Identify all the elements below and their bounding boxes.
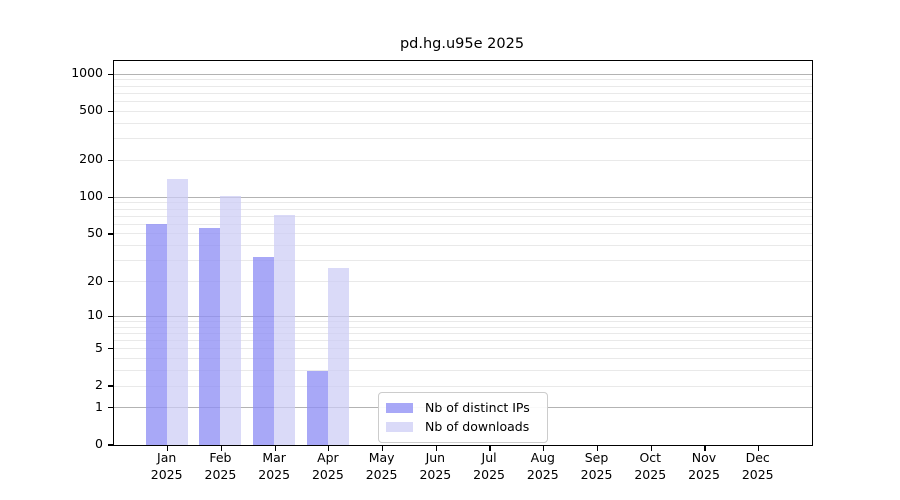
gridline-minor — [114, 260, 812, 262]
x-tick-label: Feb 2025 — [204, 450, 237, 482]
y-tick-mark — [107, 196, 113, 198]
gridline-minor — [114, 245, 812, 247]
x-tick-label: Sep 2025 — [580, 450, 613, 482]
gridline-minor — [114, 215, 812, 217]
gridline-minor — [114, 223, 812, 225]
x-tick-label: Aug 2025 — [526, 450, 559, 482]
y-tick-mark — [107, 159, 113, 161]
y-tick-mark — [107, 385, 113, 387]
x-tick-mark — [274, 446, 276, 451]
bar-nb-of-downloads-apr — [327, 268, 349, 445]
y-tick-label: 50 — [87, 224, 103, 240]
x-tick-mark — [596, 446, 599, 451]
y-tick-label: 10 — [87, 307, 103, 323]
gridline-minor — [114, 370, 812, 372]
gridline-major — [114, 73, 812, 75]
gridline-minor — [114, 92, 812, 94]
gridline-minor — [114, 358, 812, 360]
y-tick-mark — [107, 407, 113, 409]
gridline-minor — [114, 122, 812, 124]
gridline-minor — [114, 138, 812, 140]
x-tick-mark — [328, 446, 330, 451]
x-tick-label: Jun 2025 — [419, 450, 452, 482]
gridline-minor — [114, 385, 812, 387]
bar-nb-of-distinct-ips-jan — [145, 224, 167, 445]
x-tick-mark — [382, 446, 384, 451]
y-tick-mark — [107, 233, 113, 235]
gridline-minor — [114, 159, 812, 161]
legend: Nb of distinct IPs Nb of downloads — [378, 392, 548, 443]
bar-nb-of-distinct-ips-apr — [306, 370, 328, 445]
x-tick-mark — [220, 446, 223, 451]
y-tick-mark — [107, 73, 113, 75]
x-tick-label: Jul 2025 — [473, 450, 505, 482]
y-tick-label: 100 — [79, 188, 103, 204]
y-tick-label: 1000 — [71, 65, 103, 81]
x-tick-label: Apr 2025 — [311, 450, 344, 482]
gridline-minor — [114, 332, 812, 334]
legend-swatch-distinct-ips-icon — [386, 402, 413, 413]
y-tick-label: 0 — [95, 436, 103, 451]
gridline-major — [114, 196, 812, 198]
gridline-minor — [114, 101, 812, 103]
gridline-minor — [114, 320, 812, 322]
x-tick-label: May 2025 — [365, 450, 398, 482]
y-tick-mark — [107, 348, 113, 350]
legend-item-downloads: Nb of downloads — [386, 417, 538, 436]
gridline-minor — [114, 340, 812, 342]
x-tick-label: Oct 2025 — [634, 450, 667, 482]
gridline-layer — [114, 61, 812, 445]
y-tick-label: 20 — [87, 272, 103, 288]
x-tick-mark — [167, 446, 169, 451]
gridline-major — [114, 315, 812, 317]
bar-nb-of-downloads-feb — [220, 195, 242, 445]
bar-nb-of-downloads-jan — [166, 179, 188, 445]
x-tick-mark — [650, 446, 652, 451]
legend-label-downloads: Nb of downloads — [425, 419, 530, 434]
bar-nb-of-distinct-ips-feb — [199, 227, 221, 445]
x-tick-label: Nov 2025 — [688, 450, 720, 482]
y-tick-label: 2 — [95, 377, 103, 393]
gridline-minor — [114, 202, 812, 204]
gridline-minor — [114, 208, 812, 210]
x-tick-label: Mar 2025 — [258, 450, 291, 482]
plot-area: Nb of distinct IPs Nb of downloads — [107, 60, 813, 451]
y-tick-mark — [107, 444, 113, 446]
legend-item-distinct-ips: Nb of distinct IPs — [386, 398, 538, 417]
bar-layer — [114, 61, 812, 445]
x-axis-labels: Jan 2025 Feb 2025 Mar 2025 Apr 2025 May 2025… — [113, 450, 811, 490]
bar-nb-of-downloads-mar — [274, 215, 296, 445]
x-tick-mark — [758, 446, 760, 451]
gridline-minor — [114, 110, 812, 112]
legend-label-distinct-ips: Nb of distinct IPs — [425, 400, 530, 415]
y-tick-mark — [107, 110, 113, 112]
y-tick-mark — [107, 315, 113, 317]
gridline-minor — [114, 281, 812, 283]
gridline-minor — [114, 233, 812, 235]
y-tick-label: 5 — [95, 339, 103, 355]
y-axis-labels: 0 1 2 5 10 20 50 100 200 500 1000 — [0, 60, 103, 451]
y-tick-label: 200 — [79, 151, 103, 167]
y-tick-label: 500 — [79, 102, 103, 118]
legend-swatch-downloads-icon — [386, 421, 413, 432]
x-tick-mark — [704, 446, 706, 451]
tick-layer — [107, 61, 812, 451]
x-tick-mark — [489, 446, 491, 451]
y-tick-label: 1 — [95, 398, 103, 414]
y-tick-mark — [107, 280, 113, 283]
x-tick-label: Dec 2025 — [741, 450, 774, 482]
gridline-minor — [114, 85, 812, 87]
chart-title: pd.hg.u95e 2025 — [399, 36, 525, 52]
gridline-minor — [114, 326, 812, 328]
x-tick-mark — [435, 446, 437, 451]
x-tick-label: Jan 2025 — [150, 450, 183, 482]
gridline-minor — [114, 348, 812, 350]
gridline-minor — [114, 79, 812, 81]
x-tick-mark — [543, 446, 545, 451]
bar-nb-of-distinct-ips-mar — [253, 257, 275, 445]
